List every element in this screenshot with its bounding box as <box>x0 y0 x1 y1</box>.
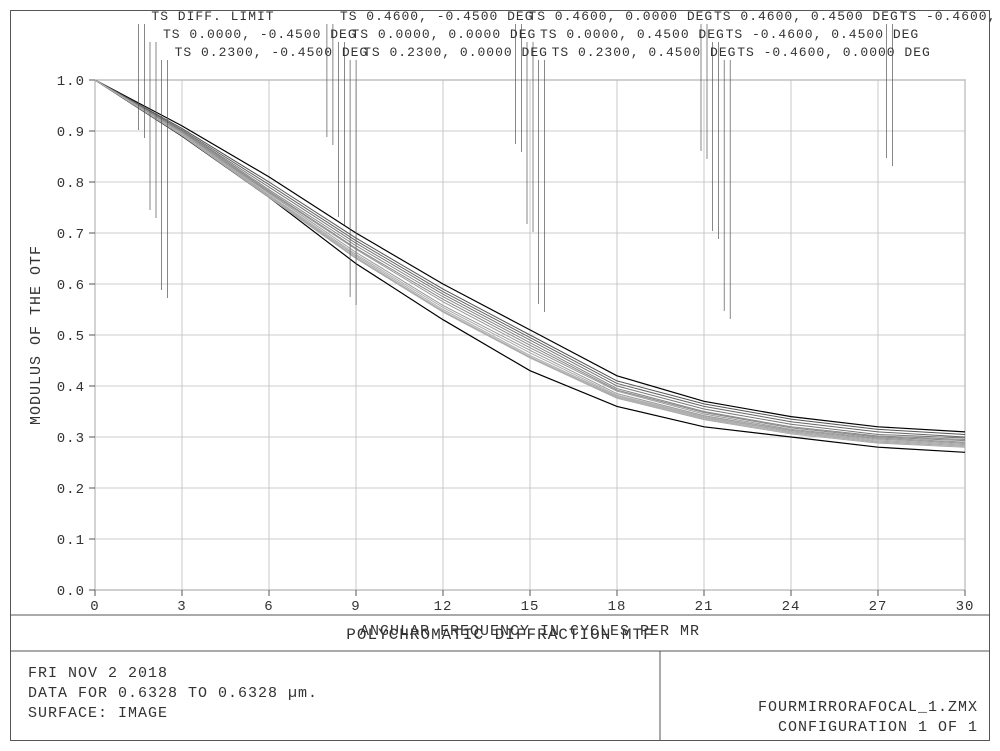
page: 0369121518212427300.00.10.20.30.40.50.60… <box>0 0 1000 751</box>
outer-border <box>10 10 990 741</box>
